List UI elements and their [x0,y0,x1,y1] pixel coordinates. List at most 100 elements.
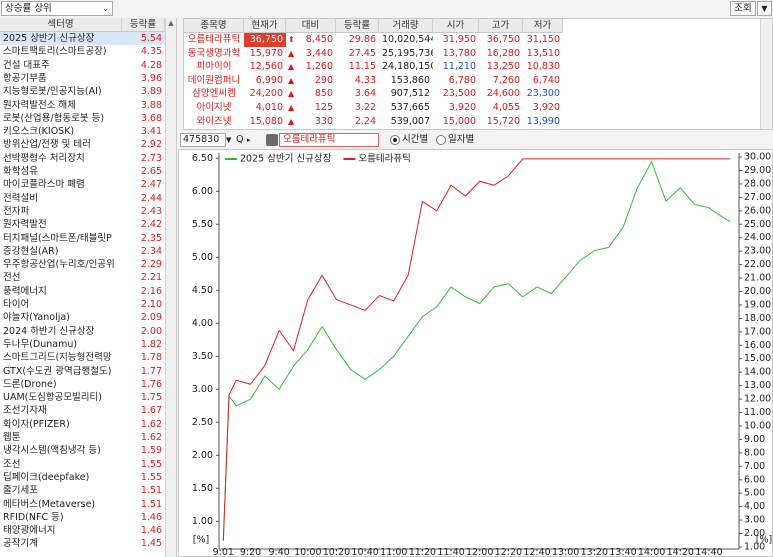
sector-rate: 2.42 [140,219,162,231]
y2-tick-label: 6.00 [744,474,765,485]
code-input[interactable]: 475830 [180,133,226,147]
series-line [222,160,731,542]
sector-name: GTX(수도권 광역급행철도) [3,365,112,377]
sector-row[interactable]: 화이자(PFIZER) 1.62 [0,418,165,431]
sector-row[interactable]: 스마트그리드(지능형전력망 1.78 [0,351,165,364]
sector-row[interactable]: 태양광에너지 1.46 [0,524,165,537]
sector-rate: 2.47 [140,179,162,191]
sector-row[interactable]: 원자력발전 2.42 [0,218,165,231]
y2-tick-label: 30.00 [744,152,771,163]
sector-row[interactable]: RFID(NFC 등) 1.46 [0,511,165,524]
x-tick-label: 10:40 [351,547,378,557]
sector-row[interactable]: 선박평형수 처리장치 2.73 [0,152,165,165]
sector-row[interactable]: 스마트팩토리(스마트공장) 4.35 [0,45,165,58]
sector-row[interactable]: 야놀자(Yanolja) 2.09 [0,311,165,324]
column-header: 종목명 [184,19,244,33]
column-header: 등락률 [122,18,165,32]
sector-row[interactable]: 전력설비 2.44 [0,192,165,205]
sector-rate: 3.89 [140,86,162,98]
y2-tick-label: 8.00 [744,447,765,458]
next-icon[interactable]: ▸ [247,136,251,144]
sector-row[interactable]: UAM(도심항공모빌리티) 1.75 [0,391,165,404]
x-tick-label: 9:40 [268,547,289,557]
sector-row[interactable]: GTX(수도권 광역급행철도) 1.77 [0,365,165,378]
stock-cell: 29.86 [348,34,376,45]
sector-row[interactable]: 로봇(산업용/협동로봇 등) 3.68 [0,112,165,125]
sector-row[interactable]: 두나무(Dunamu) 1.82 [0,338,165,351]
sector-row[interactable]: 2025 상반기 신규상장 5.54 [0,32,165,46]
up-arrow-icon: ▲ [288,62,295,72]
sector-row[interactable]: 키오스크(KIOSK) 3.41 [0,125,165,138]
up-arrow-icon: ▲ [288,48,295,58]
sector-row[interactable]: 증강현실(AR) 2.34 [0,245,165,258]
x-tick-label: 9:01 [213,547,234,557]
code-dropdown[interactable]: ▼ [226,136,232,144]
sector-row[interactable]: 줄기세포 1.51 [0,484,165,497]
sector-row[interactable]: 지능형로봇/인공지능(AI) 3.89 [0,85,165,98]
x-tick-label: 14:00 [638,547,665,557]
sector-row[interactable]: 드론(Drone) 1.76 [0,378,165,391]
stock-cell: 4.33 [354,74,376,86]
sector-row[interactable]: 공작기계 1.45 [0,537,165,550]
sector-row[interactable]: 원자력발전소 해체 3.88 [0,99,165,112]
stock-cell: 6,740 [532,74,560,86]
sector-rate: 4.28 [140,59,162,71]
stock-cell: 15,000 [442,115,476,127]
sector-row[interactable]: 냉각시스템(액침냉각 등) 1.59 [0,444,165,457]
sector-rate: 1.55 [140,458,162,470]
sector-rate: 3.88 [140,99,162,111]
y2-tick-label: 1.00 [744,541,765,552]
stock-cell: 7,260 [492,74,520,86]
stock-cell: 23,300 [526,88,560,100]
sector-row[interactable]: 전자파 2.43 [0,205,165,218]
sector-name: 조선 [3,458,21,470]
sector-row[interactable]: 풍력에너지 2.16 [0,285,165,298]
stock-cell: 153,860 [390,74,430,86]
search-icon[interactable]: Q [236,134,244,145]
sector-name: 2024 하반기 신규상장 [3,325,95,337]
y2-tick-label: 26.00 [744,205,771,216]
sector-name: 터치패널(스마트폰/태블릿P [3,232,112,244]
sector-name: 전력설비 [3,192,38,204]
sector-row[interactable]: 조선기자재 1.67 [0,404,165,417]
sector-row[interactable]: 마이코플라스마 폐렴 2.47 [0,178,165,191]
sector-name: 풍력에너지 [3,285,47,297]
stock-cell: 3,440 [305,47,333,59]
sector-row[interactable]: 조선 1.55 [0,458,165,471]
watch-icon[interactable] [266,134,278,146]
sector-row[interactable]: 항공기부품 3.96 [0,72,165,85]
sector-row[interactable]: 메타버스(Metaverse) 1.51 [0,498,165,511]
sector-name: 마이코플라스마 폐렴 [3,179,85,191]
sector-row[interactable]: 전선 2.21 [0,271,165,284]
sector-name: 우주항공산업(누리호/인공위 [3,259,115,271]
sector-row[interactable]: 타이어 2.10 [0,298,165,311]
stock-cell: 15,720 [486,115,520,127]
sector-rate: 2.35 [140,232,162,244]
radio-button[interactable] [390,135,400,145]
sector-row[interactable]: 방위산업/전쟁 및 테러 2.92 [0,138,165,151]
up-arrow-icon: ▲ [288,89,295,99]
sector-name: 줄기세포 [3,485,38,497]
query-button[interactable]: 조회 [730,1,756,16]
sector-row[interactable]: 우주항공산업(누리호/인공위 2.29 [0,258,165,271]
menu-button[interactable]: ▼ [757,1,772,16]
filter-label: 상승률 상위 [5,3,52,14]
sector-name: 전선 [3,272,21,284]
sector-row[interactable]: 건설 대표주 4.28 [0,59,165,72]
sector-row[interactable]: 화학섬유 2.65 [0,165,165,178]
sector-rate: 1.75 [140,392,162,404]
sector-row[interactable]: 딥페이크(deepfake) 1.55 [0,471,165,484]
sector-row[interactable]: 터치패널(스마트폰/태블릿P 2.35 [0,232,165,245]
sector-name: 메타버스(Metaverse) [3,498,96,510]
stock-cell: 537,665 [390,102,430,113]
y-tick-label: 5.00 [192,252,213,263]
radio-button[interactable] [436,135,446,145]
filter-select[interactable]: 상승률 상위 ⌄ [1,1,113,16]
sector-row[interactable]: 2024 하반기 신규상장 2.00 [0,325,165,338]
sector-rate: 1.62 [140,418,162,430]
stock-cell: 3.64 [354,88,376,100]
sector-rate: 4.35 [140,46,162,58]
y-tick-label: 4.00 [192,318,213,329]
sector-row[interactable]: 웹툰 1.62 [0,431,165,444]
legend-label: 오름테라퓨틱 [358,153,410,165]
